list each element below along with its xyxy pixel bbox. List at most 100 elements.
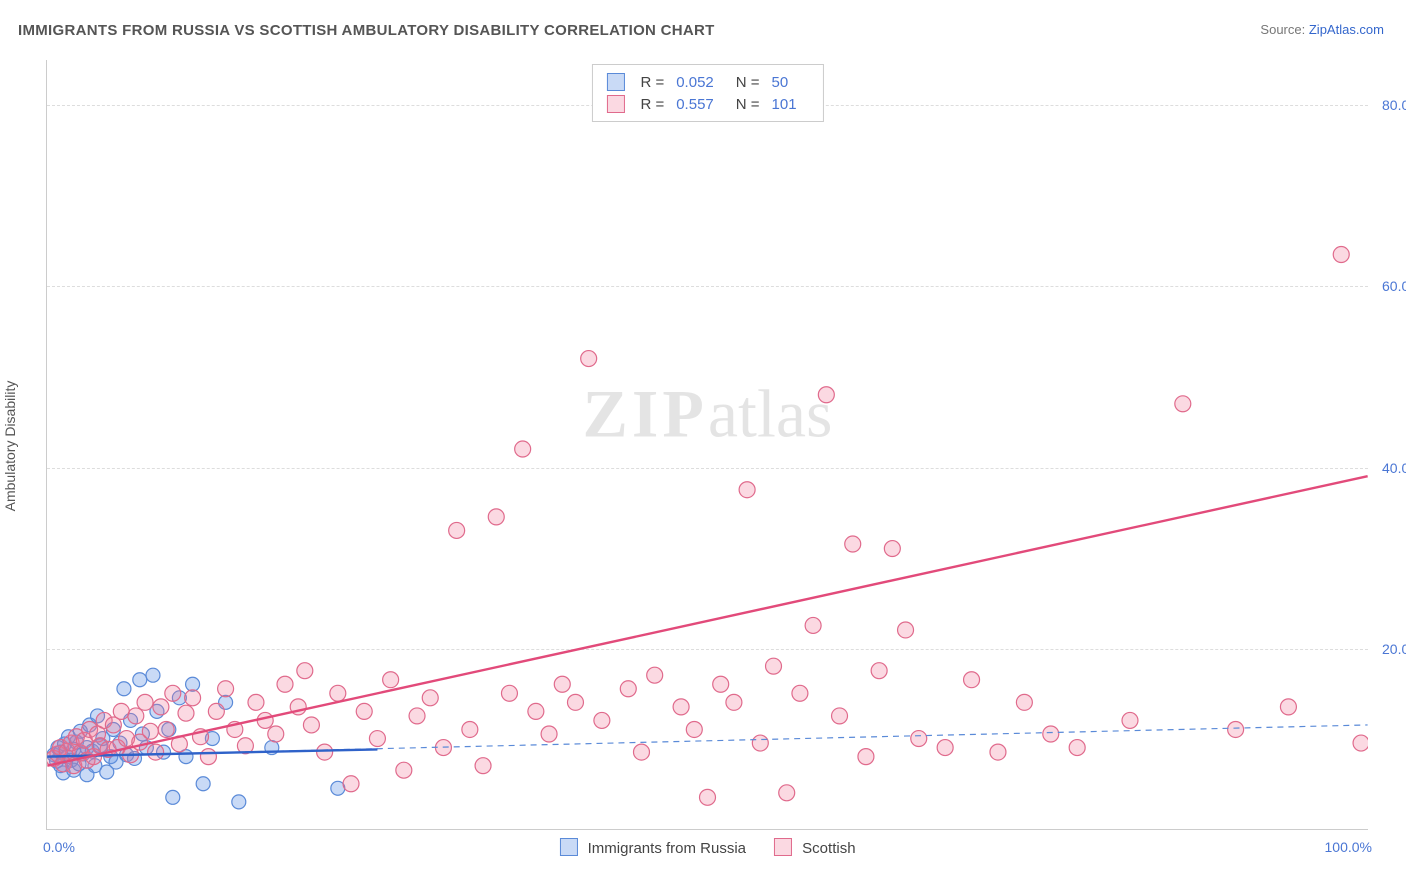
plot-area: ZIPatlas R = 0.052 N = 50 R = 0.557 N = … [46, 60, 1368, 830]
scatter-point-scottish [137, 694, 153, 710]
x-axis-legend: Immigrants from Russia Scottish [559, 838, 855, 857]
scatter-point-scottish [449, 522, 465, 538]
scatter-point-russia [133, 673, 147, 687]
x-legend-label-scottish: Scottish [802, 840, 855, 857]
scatter-point-scottish [200, 749, 216, 765]
legend-swatch-scottish [606, 95, 624, 113]
scatter-point-scottish [1069, 740, 1085, 756]
scatter-point-scottish [818, 387, 834, 403]
correlation-legend: R = 0.052 N = 50 R = 0.557 N = 101 [591, 64, 823, 122]
x-legend-label-russia: Immigrants from Russia [588, 840, 746, 857]
scatter-point-scottish [633, 744, 649, 760]
scatter-point-scottish [297, 663, 313, 679]
y-axis-tick: 40.0% [1374, 460, 1406, 476]
scatter-point-scottish [726, 694, 742, 710]
scatter-point-scottish [858, 749, 874, 765]
legend-n-value-russia: 50 [772, 74, 789, 91]
scatter-point-scottish [594, 712, 610, 728]
y-axis-tick: 20.0% [1374, 641, 1406, 657]
scatter-point-scottish [435, 740, 451, 756]
x-legend-swatch-scottish [774, 838, 792, 856]
scatter-point-scottish [409, 708, 425, 724]
scatter-point-scottish [113, 703, 129, 719]
scatter-point-scottish [501, 685, 517, 701]
scatter-point-scottish [620, 681, 636, 697]
y-axis-label: Ambulatory Disability [2, 381, 18, 512]
scatter-point-scottish [268, 726, 284, 742]
scatter-point-scottish [142, 723, 158, 739]
y-axis-tick: 80.0% [1374, 97, 1406, 113]
scatter-point-scottish [208, 703, 224, 719]
scatter-point-scottish [343, 776, 359, 792]
scatter-point-russia [186, 677, 200, 691]
scatter-point-scottish [153, 699, 169, 715]
scatter-point-scottish [383, 672, 399, 688]
scatter-point-scottish [1333, 247, 1349, 263]
legend-n-value-scottish: 101 [772, 96, 797, 113]
scatter-point-scottish [554, 676, 570, 692]
scatter-point-scottish [752, 735, 768, 751]
scatter-point-scottish [567, 694, 583, 710]
scatter-point-scottish [805, 617, 821, 633]
scatter-point-scottish [257, 712, 273, 728]
scatter-point-scottish [158, 721, 174, 737]
scatter-point-scottish [128, 708, 144, 724]
y-axis-tick: 60.0% [1374, 278, 1406, 294]
scatter-point-scottish [218, 681, 234, 697]
scatter-point-russia [232, 795, 246, 809]
scatter-point-scottish [475, 758, 491, 774]
scatter-point-russia [117, 682, 131, 696]
source-link[interactable]: ZipAtlas.com [1309, 22, 1384, 37]
legend-r-value-scottish: 0.557 [676, 96, 714, 113]
scatter-point-scottish [227, 721, 243, 737]
scatter-point-scottish [248, 694, 264, 710]
scatter-point-scottish [290, 699, 306, 715]
scatter-point-scottish [528, 703, 544, 719]
scatter-point-scottish [1043, 726, 1059, 742]
scatter-point-scottish [1228, 721, 1244, 737]
scatter-point-scottish [462, 721, 478, 737]
scatter-point-scottish [871, 663, 887, 679]
scatter-point-scottish [845, 536, 861, 552]
scatter-point-scottish [277, 676, 293, 692]
chart-title: IMMIGRANTS FROM RUSSIA VS SCOTTISH AMBUL… [18, 22, 715, 39]
scatter-point-scottish [884, 541, 900, 557]
scatter-point-scottish [488, 509, 504, 525]
scatter-point-scottish [1016, 694, 1032, 710]
source-label: Source: [1260, 22, 1305, 37]
scatter-point-scottish [148, 744, 164, 760]
legend-r-label: R = [640, 96, 664, 113]
scatter-point-scottish [832, 708, 848, 724]
legend-r-label: R = [640, 74, 664, 91]
correlation-legend-row: R = 0.557 N = 101 [606, 93, 808, 115]
x-legend-item-russia: Immigrants from Russia [559, 838, 746, 857]
legend-n-label: N = [736, 96, 760, 113]
scatter-point-scottish [303, 717, 319, 733]
scatter-point-scottish [541, 726, 557, 742]
scatter-point-scottish [515, 441, 531, 457]
scatter-point-scottish [193, 729, 209, 745]
scatter-point-scottish [990, 744, 1006, 760]
legend-r-value-russia: 0.052 [676, 74, 714, 91]
correlation-legend-row: R = 0.052 N = 50 [606, 71, 808, 93]
scatter-point-scottish [396, 762, 412, 778]
scatter-point-scottish [937, 740, 953, 756]
scatter-point-scottish [739, 482, 755, 498]
scatter-point-scottish [237, 738, 253, 754]
scatter-layer [47, 60, 1368, 829]
scatter-point-scottish [356, 703, 372, 719]
scatter-point-scottish [792, 685, 808, 701]
scatter-point-scottish [178, 705, 194, 721]
scatter-point-scottish [673, 699, 689, 715]
scatter-point-scottish [964, 672, 980, 688]
scatter-point-russia [196, 777, 210, 791]
scatter-point-scottish [686, 721, 702, 737]
x-legend-swatch-russia [559, 838, 577, 856]
x-axis-tick-min: 0.0% [43, 839, 75, 855]
scatter-point-scottish [171, 736, 187, 752]
scatter-point-scottish [185, 690, 201, 706]
scatter-point-russia [265, 741, 279, 755]
scatter-point-scottish [1175, 396, 1191, 412]
scatter-point-scottish [766, 658, 782, 674]
scatter-point-scottish [911, 731, 927, 747]
